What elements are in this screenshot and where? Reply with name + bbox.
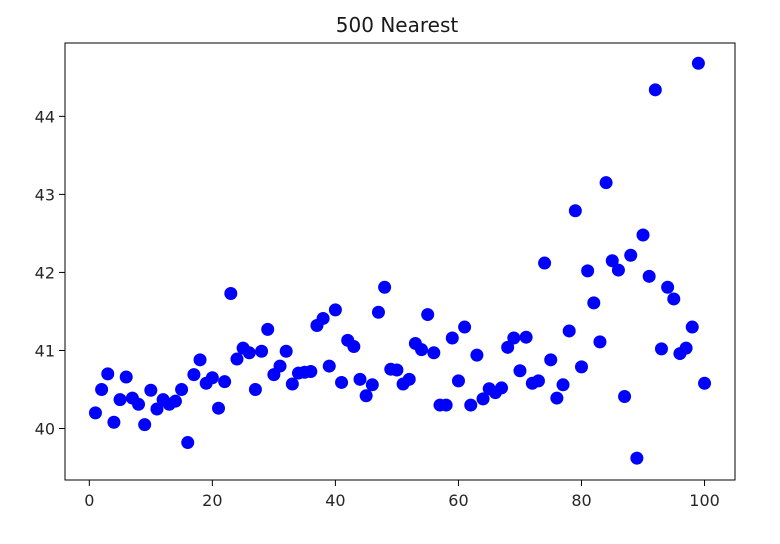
axis-ticks: 0 20 40 60 80 100 40 41 42 43 44 — [35, 107, 720, 510]
data-point — [476, 392, 490, 406]
x-tick-label: 40 — [325, 491, 345, 510]
y-tick-label: 41 — [35, 341, 55, 360]
data-point — [371, 305, 385, 319]
data-point — [581, 264, 595, 278]
data-point — [421, 308, 435, 322]
data-point — [261, 322, 275, 336]
data-point — [353, 372, 367, 386]
data-point — [568, 204, 582, 218]
data-point — [181, 436, 195, 450]
x-tick-label: 80 — [571, 491, 591, 510]
data-point — [648, 83, 662, 97]
x-tick-label: 100 — [689, 491, 720, 510]
data-point — [550, 391, 564, 405]
data-point — [501, 340, 515, 354]
x-tick-label: 60 — [448, 491, 468, 510]
data-point — [132, 397, 146, 411]
data-point — [587, 296, 601, 310]
data-point — [150, 402, 164, 416]
data-point — [107, 415, 121, 429]
data-point — [458, 320, 472, 334]
data-point — [347, 340, 361, 354]
data-point — [445, 331, 459, 345]
x-tick-label: 20 — [202, 491, 222, 510]
data-point — [316, 311, 330, 325]
data-point — [218, 375, 232, 389]
data-point — [285, 377, 299, 391]
data-point — [538, 256, 552, 270]
data-point — [304, 365, 318, 379]
data-point — [365, 378, 379, 392]
data-point — [187, 368, 201, 382]
data-point — [451, 374, 465, 388]
data-point — [513, 364, 527, 378]
data-point — [119, 370, 133, 384]
data-point — [205, 371, 219, 385]
data-point — [698, 376, 712, 390]
data-point — [212, 401, 226, 415]
data-point — [224, 286, 238, 300]
data-point — [519, 330, 533, 344]
data-point — [439, 398, 453, 412]
data-point — [168, 394, 182, 408]
data-point — [242, 346, 256, 360]
data-point — [402, 372, 416, 386]
data-point — [611, 263, 625, 277]
data-point — [667, 292, 681, 306]
data-point — [661, 280, 675, 294]
data-point — [415, 343, 429, 357]
data-point — [618, 390, 632, 404]
y-tick-label: 42 — [35, 263, 55, 282]
data-point — [193, 353, 207, 367]
data-point — [175, 382, 189, 396]
data-point — [599, 176, 613, 190]
data-point — [390, 363, 404, 377]
data-point — [138, 418, 152, 432]
data-point — [642, 269, 656, 283]
data-point — [685, 320, 699, 334]
data-point — [322, 359, 336, 373]
data-point — [101, 367, 115, 381]
chart-title: 500 Nearest — [336, 13, 459, 37]
data-point — [470, 348, 484, 362]
data-point — [636, 228, 650, 242]
data-point — [630, 451, 644, 465]
data-point — [544, 353, 558, 367]
data-point — [255, 344, 269, 358]
x-tick-label: 0 — [84, 491, 94, 510]
data-point — [507, 331, 521, 345]
data-point — [113, 393, 127, 407]
data-point — [654, 342, 668, 356]
plot-area — [64, 42, 736, 481]
data-point — [679, 341, 693, 355]
data-point — [593, 335, 607, 349]
data-point — [495, 381, 509, 395]
data-point — [328, 303, 342, 317]
data-point — [556, 378, 570, 392]
data-point — [248, 382, 262, 396]
data-point — [427, 346, 441, 360]
data-point — [464, 398, 478, 412]
y-tick-label: 40 — [35, 419, 55, 438]
data-point — [279, 344, 293, 358]
data-point — [144, 383, 158, 397]
data-points — [88, 56, 712, 465]
data-point — [95, 382, 109, 396]
y-tick-label: 43 — [35, 185, 55, 204]
data-point — [691, 56, 705, 70]
data-point — [273, 359, 287, 373]
data-point — [378, 280, 392, 294]
y-tick-label: 44 — [35, 107, 55, 126]
data-point — [562, 324, 576, 338]
data-point — [359, 389, 373, 403]
data-point — [335, 375, 349, 389]
data-point — [88, 406, 102, 420]
data-point — [230, 352, 244, 366]
data-point — [531, 374, 545, 388]
data-point — [605, 254, 619, 268]
data-point — [574, 360, 588, 374]
data-point — [624, 248, 638, 262]
